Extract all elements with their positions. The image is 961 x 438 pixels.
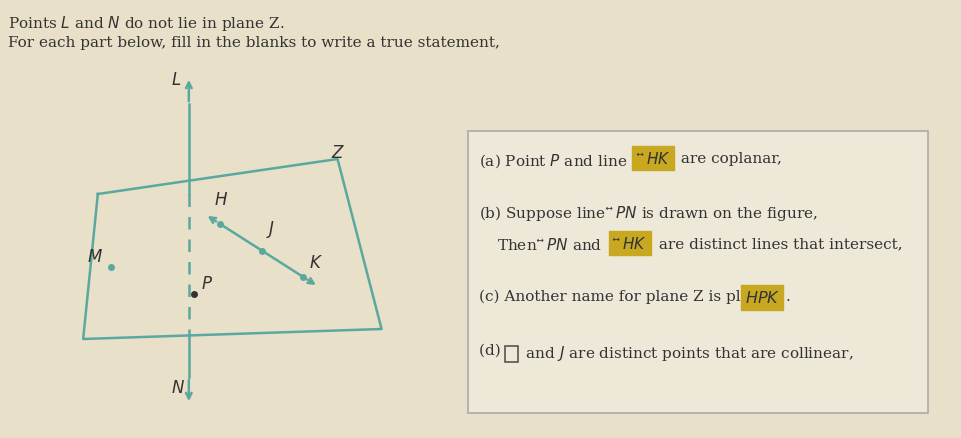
- Text: $M$: $M$: [87, 248, 103, 265]
- Text: Then $\overleftrightarrow{PN}$ and: Then $\overleftrightarrow{PN}$ and: [497, 237, 603, 252]
- Text: $\overleftrightarrow{HK}$: $\overleftrightarrow{HK}$: [635, 151, 670, 166]
- Text: and $J$ are distinct points that are collinear,: and $J$ are distinct points that are col…: [521, 343, 853, 362]
- Text: Points $L$ and $N$ do not lie in plane Z.: Points $L$ and $N$ do not lie in plane Z…: [8, 14, 283, 33]
- Text: (a) Point $P$ and line: (a) Point $P$ and line: [479, 152, 628, 170]
- Text: $HPK$: $HPK$: [744, 290, 779, 306]
- Text: For each part below, fill in the blanks to write a true statement,: For each part below, fill in the blanks …: [8, 36, 499, 50]
- Text: are distinct lines that intersect,: are distinct lines that intersect,: [653, 237, 901, 251]
- Text: (d): (d): [479, 343, 505, 357]
- Text: (c) Another name for plane Z is plane: (c) Another name for plane Z is plane: [479, 290, 773, 304]
- Text: $\overleftrightarrow{HK}$: $\overleftrightarrow{HK}$: [612, 236, 647, 251]
- Text: $Z$: $Z$: [331, 145, 344, 162]
- Text: $K$: $K$: [308, 254, 323, 272]
- Text: $L$: $L$: [171, 72, 182, 89]
- FancyBboxPatch shape: [467, 132, 926, 413]
- Text: (b) Suppose line $\overleftrightarrow{PN}$ is drawn on the figure,: (b) Suppose line $\overleftrightarrow{PN…: [479, 204, 818, 223]
- Text: $P$: $P$: [200, 276, 212, 292]
- Text: .: .: [785, 290, 790, 303]
- Text: $J$: $J$: [266, 219, 275, 240]
- Text: are coplanar,: are coplanar,: [676, 152, 781, 166]
- Text: $N$: $N$: [171, 379, 185, 396]
- Text: $H$: $H$: [214, 191, 228, 208]
